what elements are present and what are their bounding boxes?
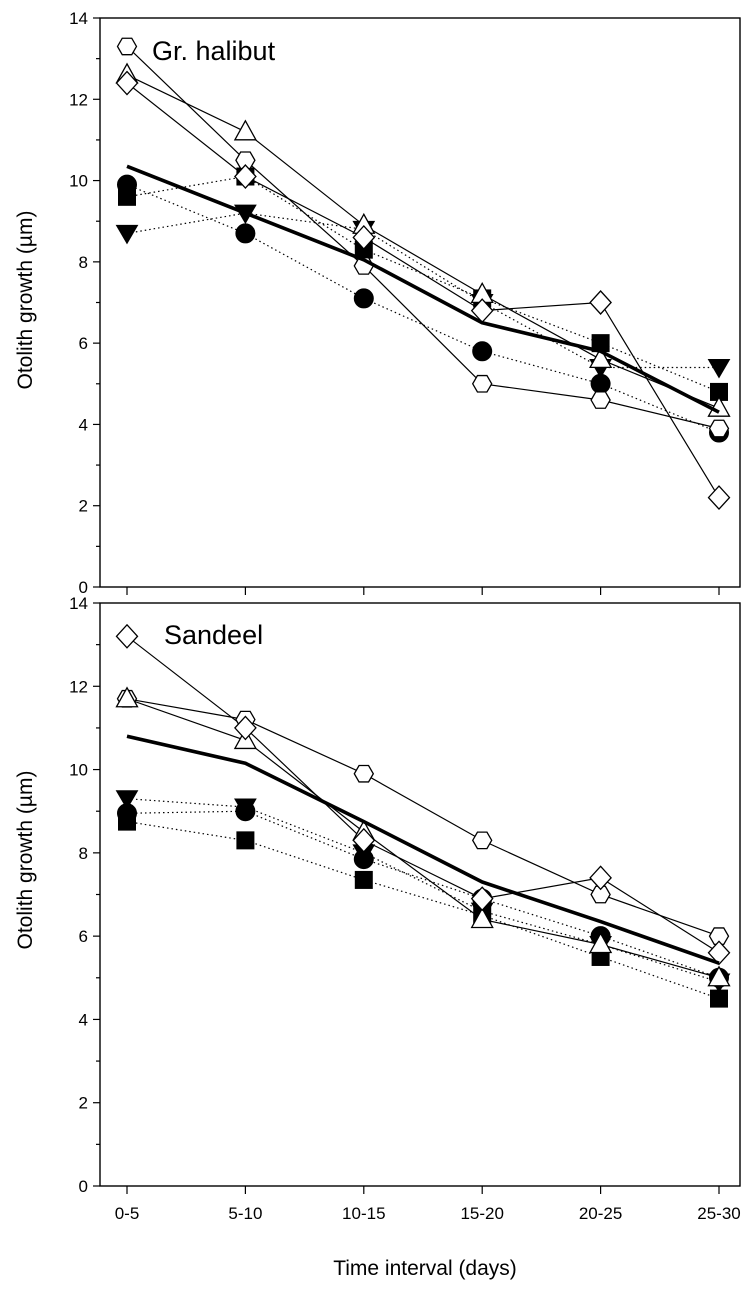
data-point-triangle-up-open [588, 932, 613, 954]
x-tick-label: 25-30 [697, 1204, 740, 1223]
data-point-diamond-open [234, 715, 257, 741]
y-tick-label: 2 [79, 497, 88, 516]
data-point-hexagon-open [471, 831, 493, 850]
y-tick-label: 2 [79, 1094, 88, 1113]
x-tick-label: 15-20 [460, 1204, 503, 1223]
plot-frame [99, 602, 741, 1187]
panel-title: Gr. halibut [152, 36, 276, 66]
series-line-triangle-down-filled [126, 798, 720, 983]
data-point-hexagon-open [708, 419, 730, 438]
y-tick-label: 14 [69, 9, 88, 28]
series-line-diamond-open [126, 82, 720, 498]
y-tick-label: 6 [79, 334, 88, 353]
data-point-diamond-open [352, 225, 376, 250]
data-point-diamond-open [234, 164, 257, 189]
data-point-triangle-up-open [588, 347, 613, 369]
y-axis-label: Otolith growth (µm) [14, 771, 37, 950]
data-point-circle-filled [353, 288, 374, 309]
data-point-hexagon-open [353, 764, 375, 783]
y-tick-label: 0 [79, 578, 88, 597]
data-point-diamond-open [470, 886, 494, 912]
series-line-triangle-down-filled [126, 212, 719, 369]
series-lines [126, 45, 720, 498]
data-point-triangle-down-filled [234, 798, 257, 819]
series-line-mean [126, 734, 720, 965]
data-point-hexagon-open [708, 927, 730, 946]
data-point-hexagon-open [116, 37, 138, 56]
data-point-triangle-up-open [470, 907, 494, 929]
y-tick-label: 10 [69, 761, 88, 780]
data-point-hexagon-open [590, 391, 611, 409]
series-line-hexagon-open [126, 45, 720, 430]
data-point-hexagon-open [235, 151, 256, 170]
series-line-triangle-up-open [126, 74, 720, 409]
panel-title: Sandeel [164, 620, 263, 650]
chart-panel-gr-halibut: Otolith growth (µm) 0 2 4 6 8 10 12 14 Gr. halib… [14, 9, 741, 597]
series-line-square-filled [126, 175, 720, 393]
x-tick-label: 20-25 [579, 1204, 622, 1223]
data-point-hexagon-open [471, 374, 493, 393]
x-tick-label: 10-15 [342, 1204, 385, 1223]
y-tick-label: 14 [69, 594, 88, 613]
x-tick-label: 5-10 [228, 1204, 262, 1223]
series-markers [115, 37, 731, 511]
data-point-diamond-open [707, 485, 731, 511]
data-point-triangle-down-filled [115, 224, 139, 245]
series-line-triangle-up-open [126, 698, 720, 979]
data-point-diamond-open [707, 940, 731, 966]
y-tick-label: 4 [79, 415, 88, 434]
x-axis-label: Time interval (days) [333, 1257, 517, 1280]
y-tick-label: 8 [79, 844, 88, 863]
y-tick-label: 0 [79, 1177, 88, 1196]
data-point-square-filled [236, 831, 255, 850]
series-line-mean [126, 164, 720, 414]
data-point-square-filled [118, 812, 136, 831]
y-tick-label: 4 [79, 1010, 88, 1029]
data-point-triangle-up-open [707, 965, 731, 987]
y-tick-label: 10 [69, 172, 88, 191]
data-point-triangle-down-filled [115, 790, 139, 810]
data-point-diamond-open [115, 70, 139, 96]
plot-frame [99, 17, 741, 588]
data-point-triangle-up-open [115, 686, 139, 708]
data-point-diamond-open [352, 827, 376, 853]
y-tick-label: 12 [69, 677, 88, 696]
data-point-hexagon-open [590, 885, 611, 904]
data-point-circle-filled [235, 223, 256, 244]
data-point-diamond-open [589, 290, 612, 315]
series-line-circle-filled [126, 184, 720, 434]
y-tick-label: 6 [79, 927, 88, 946]
data-point-diamond-open [589, 865, 612, 891]
data-point-square-filled [118, 187, 136, 206]
x-tick-label: 0-5 [115, 1204, 140, 1223]
data-point-diamond-open [115, 623, 139, 649]
y-tick-label: 12 [69, 90, 88, 109]
data-point-triangle-up-open [233, 119, 258, 141]
series-line-square-filled [126, 821, 720, 1000]
data-point-square-filled [354, 870, 373, 889]
series-markers [115, 623, 731, 1008]
series-lines [126, 635, 720, 1000]
chart-panel-sandeel: Otolith growth (µm) 0 2 4 6 8 10 12 14 0-5 5-10 10… [14, 594, 741, 1223]
data-point-circle-filled [472, 341, 493, 362]
series-line-hexagon-open [126, 698, 720, 937]
data-point-triangle-down-filled [707, 359, 731, 379]
y-axis-label: Otolith growth (µm) [14, 211, 37, 390]
y-tick-label: 8 [79, 253, 88, 272]
series-line-diamond-open [126, 635, 720, 954]
